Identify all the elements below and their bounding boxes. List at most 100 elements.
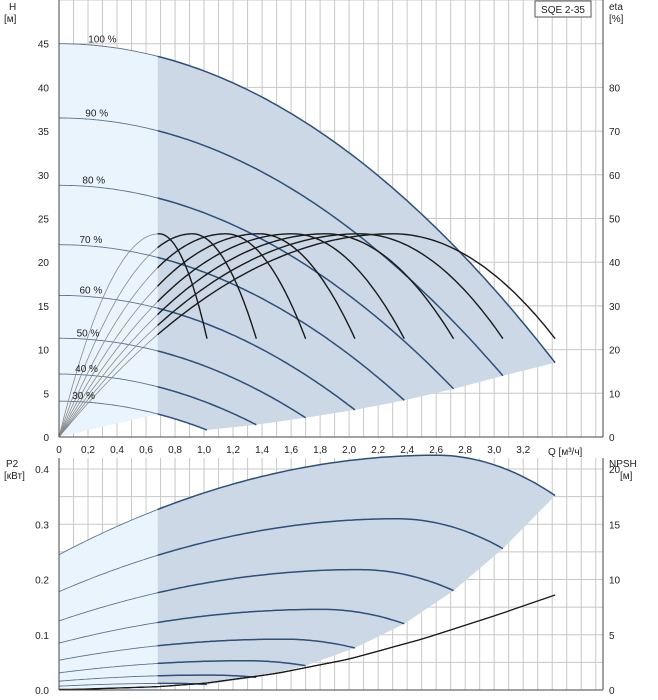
speed-label-1: 90 %	[85, 109, 108, 120]
power-curve-thin-7	[58, 682, 158, 687]
efficiency-curve-7	[157, 233, 208, 339]
speed-label-7: 30 %	[72, 391, 95, 402]
y2-tick-label: 60	[609, 171, 621, 182]
efficiency-curve-thin-6	[58, 247, 158, 438]
p2-axis-label-unit: [кВт]	[4, 471, 25, 482]
speed-label-6: 40 %	[75, 364, 98, 375]
power-curve-1	[157, 518, 504, 557]
head-curve-thin-3	[59, 244, 158, 258]
x-tick-label: 2,4	[400, 445, 414, 456]
head-curve-7	[157, 413, 208, 431]
y2-tick-label: 40	[609, 258, 621, 269]
head-curve-5	[157, 350, 307, 419]
x-tick-label: 0,6	[139, 445, 153, 456]
bottom-power-curves	[58, 454, 556, 691]
head-curve-thin-7	[59, 400, 158, 415]
x-tick-label: 0	[56, 445, 62, 456]
efficiency-curve-thin-7	[58, 233, 158, 438]
x-tick-label: 2,2	[371, 445, 385, 456]
npsh-curve-5	[59, 647, 392, 690]
top-speed-labels: 100 % 90 % 80 % 70 % 60 % 50 % 40 % 30 %	[72, 34, 116, 402]
y-tick-label: 45	[38, 40, 50, 51]
efficiency-curve-thin-5	[58, 267, 158, 438]
operating-region-light	[59, 43, 158, 437]
y2-tick-label: 70	[609, 127, 621, 138]
top-efficiency-curves	[58, 233, 556, 438]
x-tick-label: 1,0	[197, 445, 211, 456]
x-tick-label: 1,6	[284, 445, 298, 456]
power-curve-thin-0	[58, 509, 158, 556]
bottom-axes: 0.0 0.1 0.2 0.3 0.4 0 5 10 15 20	[35, 458, 621, 697]
x-tick-label: 0,2	[81, 445, 95, 456]
x-tick-label: 1,2	[226, 445, 240, 456]
y2-tick-label: 30	[609, 302, 621, 313]
head-curve-1	[157, 129, 504, 377]
y-axis-label-unit: [м]	[4, 14, 17, 25]
head-curve-2	[157, 197, 455, 390]
power-curve-thin-6	[58, 675, 158, 682]
y-tick-label: 15	[38, 302, 50, 313]
power-curve-thin-2	[58, 592, 158, 622]
npsh-tick-label: 10	[609, 576, 621, 587]
power-curve-thin-5	[58, 662, 158, 674]
y-tick-label: 0	[43, 433, 49, 444]
efficiency-curve-thin-2	[58, 314, 158, 438]
y-tick-label: 25	[38, 215, 50, 226]
x-axis-label: Q [м³/ч]	[548, 447, 583, 458]
head-curve-4	[157, 307, 356, 411]
power-curve-4	[157, 638, 356, 649]
speed-label-2: 80 %	[82, 176, 105, 187]
x-tick-label: 2,6	[429, 445, 443, 456]
efficiency-curve-0	[157, 233, 556, 340]
head-curve-thin-1	[59, 117, 158, 132]
y-axis-label-name: H	[9, 2, 16, 13]
efficiency-curve-thin-0	[58, 334, 158, 438]
p2-tick-label: 0.1	[35, 631, 49, 642]
operating-region-dark	[157, 56, 556, 431]
x-tick-label: 3,0	[487, 445, 501, 456]
power-curve-2	[157, 568, 454, 594]
npsh-tick-label: 15	[609, 520, 621, 531]
efficiency-curve-1	[157, 233, 504, 340]
y2-tick-label: 0	[609, 433, 615, 444]
efficiency-curve-thin-3	[58, 301, 158, 438]
speed-label-4: 60 %	[80, 286, 103, 297]
y2-tick-label: 20	[609, 346, 621, 357]
head-curve-3	[157, 256, 405, 401]
y2-axis-label-name: eta	[609, 2, 623, 13]
model-badge-box	[534, 0, 592, 18]
y2-axis-label-unit: [%]	[609, 14, 624, 25]
model-badge-text: SQE 2-35	[541, 5, 585, 16]
speed-label-5: 50 %	[77, 328, 100, 339]
npsh-tick-label: 0	[609, 686, 615, 697]
p2-axis-label-name: P2	[6, 459, 19, 470]
bottom-operating-region	[59, 455, 556, 690]
p2-tick-label: 0.4	[35, 465, 49, 476]
top-axes: 0 5 10 15 20 25 30 35 40 45 0 10 20 30 40 50 60 70 80 0 0,2 0…	[38, 0, 621, 456]
x-tick-label: 0,8	[168, 445, 182, 456]
power-curve-5	[157, 659, 306, 667]
npsh-axis-label-name: NPSH	[609, 459, 637, 470]
efficiency-curve-5	[157, 233, 307, 339]
power-curve-3	[157, 608, 405, 625]
y2-tick-label: 50	[609, 215, 621, 226]
power-curve-thin-4	[58, 645, 158, 661]
power-region-light	[59, 509, 158, 690]
efficiency-curve-3	[157, 233, 405, 340]
npsh-tick-label: 5	[609, 631, 615, 642]
p2-tick-label: 0.0	[35, 686, 49, 697]
efficiency-curve-thin-4	[58, 285, 158, 438]
x-tick-label: 1,8	[313, 445, 327, 456]
y-tick-label: 30	[38, 171, 50, 182]
y2-tick-label: 80	[609, 83, 621, 94]
head-curve-6	[157, 385, 257, 426]
power-curve-0	[157, 454, 556, 511]
efficiency-curve-thin-1	[58, 325, 158, 438]
x-tick-label: 3,2	[516, 445, 530, 456]
power-curve-thin-3	[58, 622, 158, 644]
p2-tick-label: 0.3	[35, 520, 49, 531]
power-curve-6	[157, 674, 257, 679]
y-tick-label: 35	[38, 127, 50, 138]
x-tick-label: 2,8	[458, 445, 472, 456]
